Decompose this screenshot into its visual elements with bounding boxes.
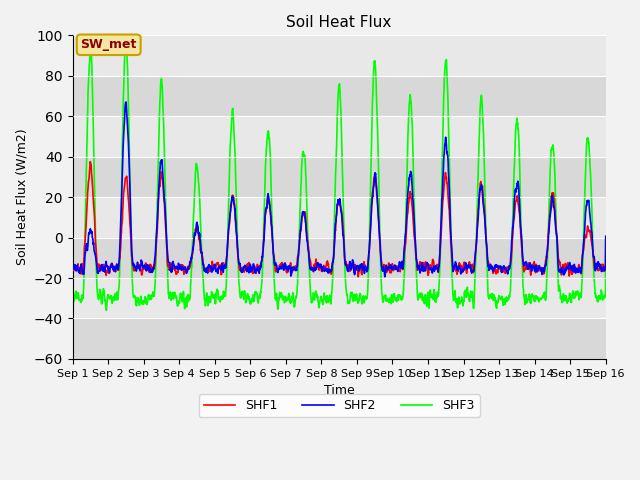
SHF3 [68, 296, 76, 301]
Bar [72, 319, 605, 359]
SHF2 [122, 99, 130, 105]
SHF2 [570, 264, 578, 270]
Bar [72, 197, 605, 238]
SHF1 [86, 159, 94, 165]
SHF2 [68, 264, 76, 269]
SHF1 [570, 265, 578, 271]
SHF3 [495, 297, 502, 302]
SHF2 [556, 269, 563, 275]
SHF1 [367, 227, 374, 232]
X-axis label: Time: Time [324, 384, 355, 397]
Line: SHF1: SHF1 [72, 162, 605, 277]
SHF2 [366, 232, 374, 238]
SHF1 [495, 265, 502, 271]
SHF2 [381, 274, 388, 280]
SHF3 [355, 299, 363, 304]
Y-axis label: Soil Heat Flux (W/m2): Soil Heat Flux (W/m2) [15, 129, 28, 265]
SHF2 [218, 265, 225, 271]
Legend: SHF1, SHF2, SHF3: SHF1, SHF2, SHF3 [198, 395, 479, 418]
Title: Soil Heat Flux: Soil Heat Flux [287, 15, 392, 30]
Bar [72, 116, 605, 156]
SHF1 [355, 269, 363, 275]
SHF3 [602, 234, 609, 240]
Text: SW_met: SW_met [81, 38, 137, 51]
SHF1 [355, 274, 362, 280]
SHF3 [556, 288, 563, 293]
SHF3 [367, 193, 374, 199]
Line: SHF2: SHF2 [72, 102, 605, 277]
SHF2 [602, 233, 609, 239]
SHF3 [122, 36, 130, 41]
Bar [72, 76, 605, 116]
SHF2 [355, 266, 362, 272]
SHF3 [570, 292, 578, 298]
Bar [72, 156, 605, 197]
SHF1 [602, 236, 609, 242]
SHF1 [218, 272, 225, 277]
Bar [72, 238, 605, 278]
SHF1 [556, 259, 563, 264]
Line: SHF3: SHF3 [72, 38, 605, 311]
SHF2 [495, 265, 502, 271]
Bar [72, 36, 605, 76]
SHF3 [102, 308, 110, 313]
SHF3 [218, 295, 225, 300]
SHF1 [68, 264, 76, 269]
Bar [72, 278, 605, 319]
